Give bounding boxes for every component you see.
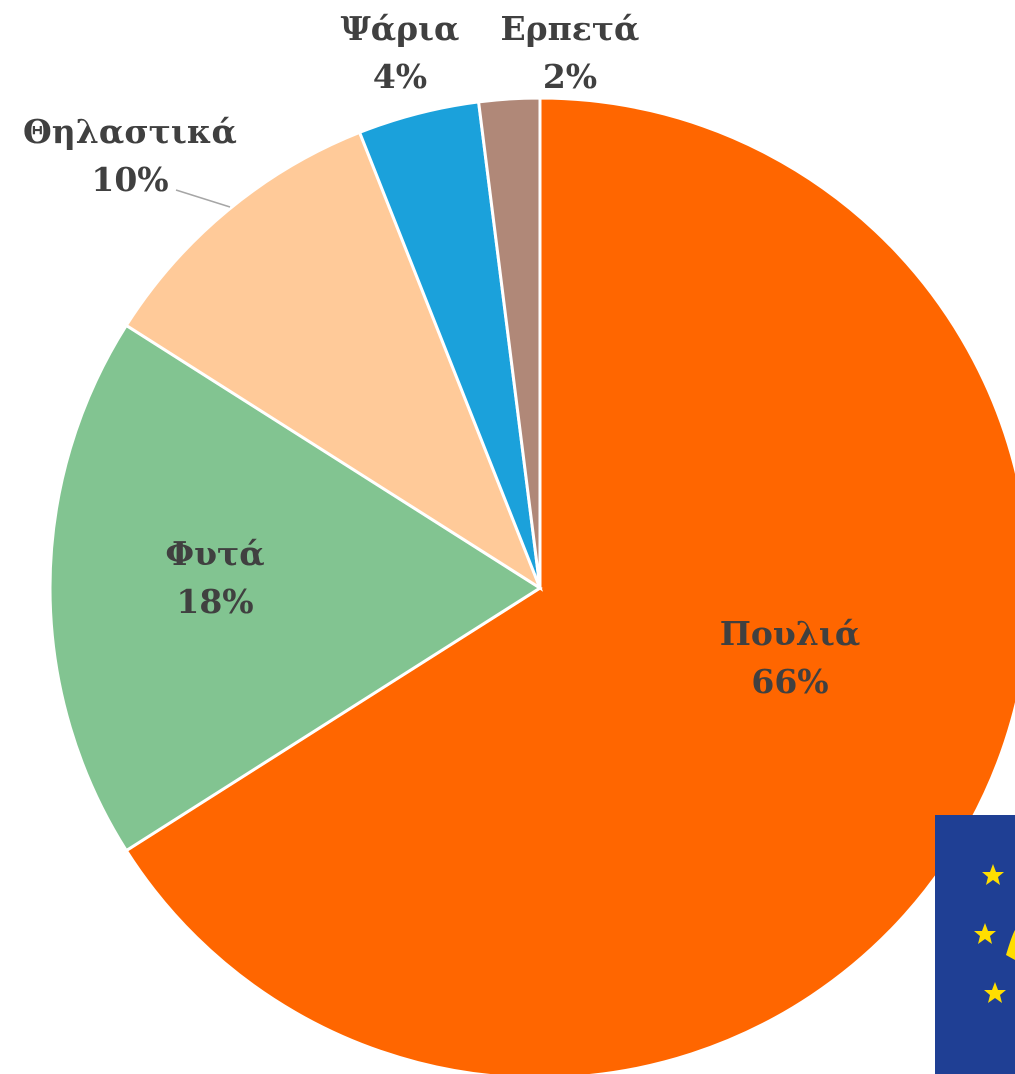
slices: [48, 96, 1015, 1074]
slice-value-label: 2%: [543, 57, 597, 96]
pie-slice: [48, 323, 543, 853]
labels: Πουλιά 66% Φυτά 18% Θηλαστικά 10% Ψάρια 4% Ερπετ…: [23, 9, 860, 701]
pie-slice: [476, 96, 542, 589]
leader-line: [175, 189, 231, 208]
slice-label: Ψάρια: [341, 9, 460, 48]
pie-slice: [124, 130, 544, 592]
slice-value-label: 18%: [176, 582, 253, 621]
slice-value-label: 4%: [373, 57, 427, 96]
slice-label: Ερπετά: [501, 9, 640, 48]
slice-label: Φυτά: [165, 534, 264, 573]
slice-value-label: 66%: [751, 662, 828, 701]
slice-label: Θηλαστικά: [23, 112, 237, 151]
eu-flag: [935, 815, 1015, 1074]
slice-label: Πουλιά: [720, 614, 861, 653]
slice-value-label: 10%: [91, 160, 168, 199]
